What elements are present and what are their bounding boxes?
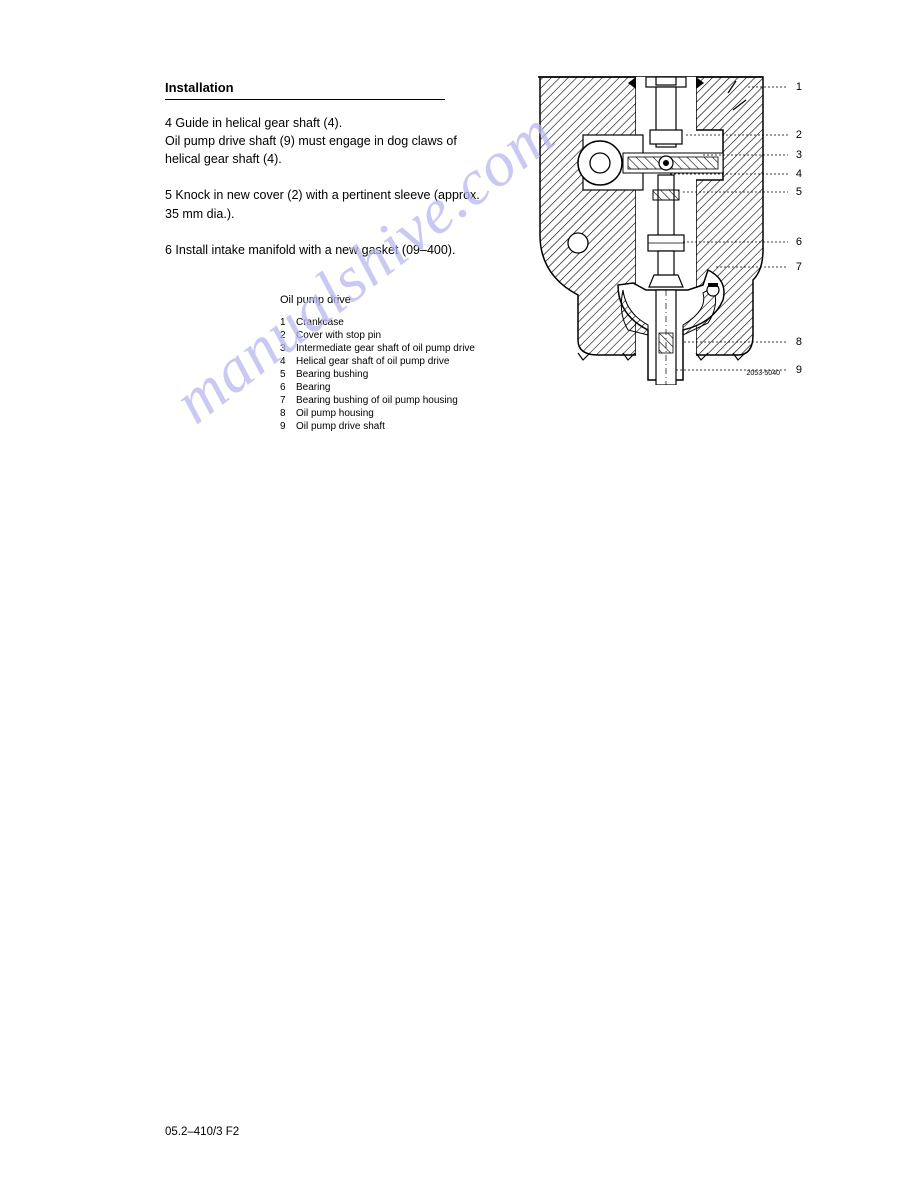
callout-2: 2 — [796, 129, 802, 141]
legend-item: 8Oil pump housing — [280, 407, 788, 420]
callout-8: 8 — [796, 336, 802, 348]
diagram-svg — [528, 75, 808, 385]
step-4: 4 Guide in helical gear shaft (4). Oil p… — [165, 114, 485, 168]
callout-1: 1 — [796, 81, 802, 93]
callout-7: 7 — [796, 261, 802, 273]
step-4-line2: Oil pump drive shaft (9) must engage in … — [165, 132, 485, 168]
diagram-ref: 2053-5040 — [747, 370, 780, 377]
page: Installation 4 Guide in helical gear sha… — [0, 0, 918, 1188]
step-5: 5 Knock in new cover (2) with a pertinen… — [165, 186, 485, 222]
divider — [165, 99, 445, 100]
legend-item: 7Bearing bushing of oil pump housing — [280, 394, 788, 407]
page-footer: 05.2–410/3 F2 — [165, 1126, 239, 1138]
legend-item: 9Oil pump drive shaft — [280, 420, 788, 433]
callout-9: 9 — [796, 364, 802, 376]
callout-4: 4 — [796, 168, 802, 180]
callout-6: 6 — [796, 236, 802, 248]
callout-3: 3 — [796, 149, 802, 161]
callout-5: 5 — [796, 186, 802, 198]
step-6: 6 Install intake manifold with a new gas… — [165, 241, 485, 259]
step-4-line1: 4 Guide in helical gear shaft (4). — [165, 114, 485, 132]
oil-pump-diagram: 1 2 3 4 5 6 7 8 9 2053-5040 — [528, 75, 808, 385]
